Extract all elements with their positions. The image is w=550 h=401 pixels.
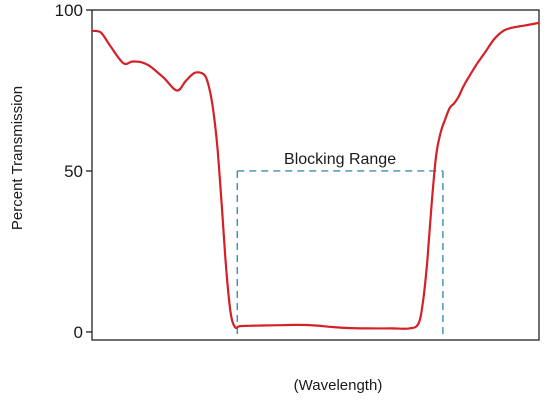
series-group [91, 21, 540, 330]
plot-frame [91, 9, 540, 341]
y-tick-label: 100 [55, 1, 83, 20]
transmission-series-line [91, 21, 540, 330]
y-axis-ticks: 0 50 100 [55, 1, 92, 342]
plot-area-border [91, 9, 540, 341]
y-tick-label: 0 [74, 323, 83, 342]
x-axis-label: (Wavelength) [294, 377, 383, 394]
blocking-range-label: Blocking Range [284, 151, 396, 168]
blocking-range-annotation: Blocking Range [236, 151, 444, 340]
y-axis-label: Percent Transmission [9, 86, 26, 230]
y-tick-label: 50 [64, 162, 83, 181]
